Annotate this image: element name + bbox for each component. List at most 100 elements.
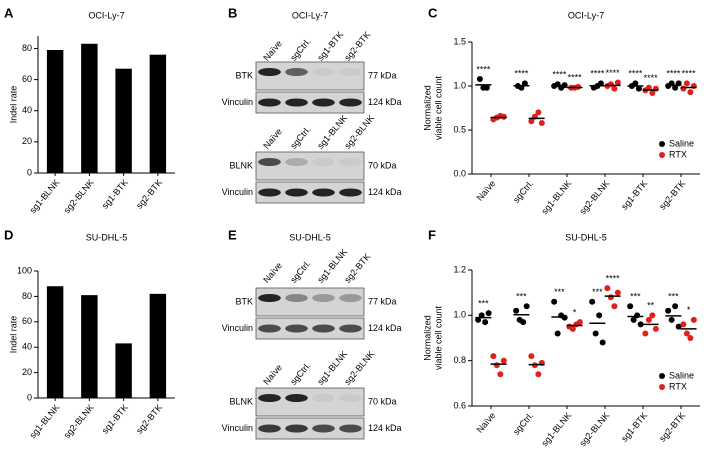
chart-title: SU-DHL-5 — [565, 232, 607, 242]
protein-label: Vinculin — [222, 323, 253, 333]
significance: *** — [478, 298, 489, 308]
significance: **** — [606, 274, 621, 284]
protein-label: BLNK — [229, 396, 253, 406]
size-label: 77 kDa — [368, 70, 397, 80]
chart-title: SU-DHL-5 — [86, 232, 128, 242]
data-point — [523, 303, 530, 310]
blot-band — [312, 424, 335, 433]
data-point — [478, 312, 485, 319]
significance: *** — [554, 287, 565, 297]
y-tick-label: 80 — [22, 291, 32, 301]
data-point — [652, 325, 659, 332]
significance: **** — [628, 69, 643, 79]
protein-label: BTK — [235, 70, 253, 80]
lane-label: Naïve — [261, 362, 284, 386]
y-tick-label: 0.8 — [453, 355, 466, 365]
blot-strip — [255, 61, 365, 91]
legend-marker — [659, 152, 665, 158]
data-point — [611, 85, 618, 92]
blot-band — [339, 98, 362, 107]
y-axis-label: Normalized — [422, 315, 432, 361]
legend-label: Saline — [669, 138, 694, 148]
significance: *** — [516, 292, 527, 302]
lane-label: sg1-BTK — [315, 30, 345, 63]
panel-label: F — [428, 227, 436, 242]
y-axis-label: viable cell count — [433, 305, 443, 370]
data-point — [649, 90, 656, 97]
legend-label: Saline — [669, 370, 694, 380]
data-point — [538, 119, 545, 126]
data-point — [607, 294, 614, 301]
y-tick-label: 1.5 — [453, 36, 466, 46]
significance: **** — [476, 64, 491, 74]
blot-band — [258, 68, 281, 76]
significance: **** — [568, 72, 583, 82]
data-point — [475, 316, 482, 323]
blot-strip — [255, 387, 365, 417]
data-point — [690, 316, 697, 323]
blot-band — [339, 158, 362, 166]
blot-band — [258, 188, 281, 197]
panel-label: B — [228, 5, 237, 20]
blot-band — [285, 98, 308, 107]
blot-strip — [255, 417, 365, 440]
panel-label: C — [428, 5, 438, 20]
chart-title: OCI-Ly-7 — [568, 10, 604, 20]
data-point — [493, 362, 500, 369]
significance: * — [573, 308, 577, 318]
data-point — [637, 321, 644, 328]
y-tick-label: 60 — [22, 316, 32, 326]
significance: **** — [666, 69, 681, 79]
significance: *** — [668, 292, 679, 302]
data-point — [665, 307, 672, 314]
significance: **** — [682, 69, 697, 79]
data-point — [596, 312, 603, 319]
panel-label: E — [228, 227, 237, 242]
y-tick-label: 20 — [22, 136, 32, 146]
blot-strip — [255, 151, 365, 181]
y-tick-label: 0.5 — [453, 124, 466, 134]
y-tick-label: 60 — [22, 74, 32, 84]
panel-label: D — [4, 227, 13, 242]
size-label: 70 kDa — [368, 160, 397, 170]
blot-band — [312, 188, 335, 197]
x-tick-label: sg1-BTK — [100, 177, 130, 210]
blot-band — [339, 424, 362, 433]
blot-band — [258, 158, 281, 166]
blot-strip — [255, 287, 365, 317]
lane-label: sgCtrl. — [288, 258, 312, 284]
data-point — [649, 312, 656, 319]
x-tick-label: Naïve — [475, 178, 498, 202]
protein-label: BTK — [235, 296, 253, 306]
data-point — [687, 89, 694, 96]
lane-label: Naïve — [261, 126, 284, 150]
y-tick-label: 1.0 — [453, 310, 466, 320]
blot-band — [312, 98, 335, 107]
bar — [46, 286, 64, 398]
data-point — [520, 319, 527, 326]
size-label: 124 kDa — [368, 423, 402, 433]
bar — [81, 295, 98, 398]
blot-band — [339, 68, 362, 76]
y-tick-label: 0 — [27, 392, 32, 402]
data-point — [683, 80, 690, 87]
protein-label: BLNK — [229, 160, 253, 170]
size-label: 124 kDa — [368, 187, 402, 197]
data-point — [604, 285, 611, 292]
x-tick-label: sg2-BLNK — [62, 402, 96, 440]
blot-band — [312, 394, 335, 402]
lane-label: sgCtrl. — [288, 124, 312, 150]
data-point — [592, 330, 599, 337]
lane-label: Naïve — [261, 260, 284, 284]
y-tick-label: 1.2 — [453, 264, 466, 274]
blot-band — [258, 98, 281, 107]
y-tick-label: 0.6 — [453, 400, 466, 410]
data-point — [652, 85, 659, 92]
legend-marker — [659, 384, 665, 390]
data-point — [528, 118, 535, 125]
protein-label: Vinculin — [222, 187, 253, 197]
x-tick-label: sg1-BTK — [100, 402, 130, 435]
protein-label: Vinculin — [222, 97, 253, 107]
data-point — [521, 80, 528, 87]
